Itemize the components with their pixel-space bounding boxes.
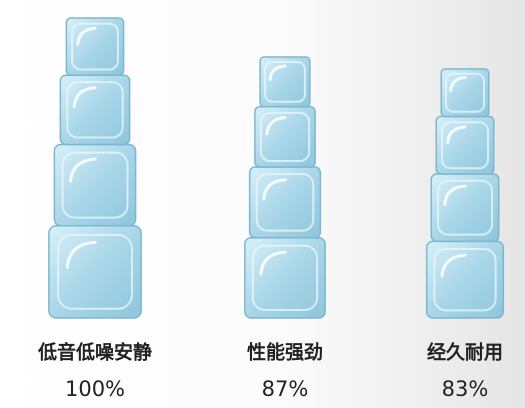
- ice-cube-inner: [66, 81, 124, 139]
- value-label: 100%: [65, 377, 125, 401]
- ice-cube-inner: [264, 60, 306, 103]
- ice-stack: [48, 17, 142, 319]
- ice-cube-inner: [71, 22, 119, 71]
- ice-cube-inner: [255, 173, 315, 232]
- ice-highlight: [265, 116, 287, 136]
- ice-highlight: [259, 250, 287, 276]
- ice-highlight: [65, 240, 97, 269]
- ice-highlight: [449, 76, 467, 92]
- ice-highlight: [262, 178, 287, 201]
- ice-highlight: [440, 253, 467, 278]
- ice-highlight: [76, 26, 97, 46]
- ice-cube-inner: [259, 111, 311, 162]
- value-label: 83%: [442, 377, 489, 401]
- category-label: 经久耐用: [427, 341, 503, 364]
- ice-cube-inner: [57, 233, 133, 310]
- ice-stack: [425, 68, 505, 319]
- category-label: 性能强劲: [247, 341, 323, 364]
- ice-highlight: [69, 157, 97, 183]
- value-label: 87%: [262, 377, 309, 401]
- ice-cube-inner: [441, 121, 489, 170]
- ice-highlight: [268, 64, 287, 81]
- ice-highlight: [446, 125, 467, 144]
- ice-highlight: [443, 184, 467, 206]
- ice-cube-inner: [437, 179, 493, 236]
- ice-cube-inner: [61, 151, 129, 219]
- ice-highlight: [72, 86, 97, 108]
- ice-cube-inner: [433, 248, 497, 312]
- ice-cube: [65, 17, 125, 76]
- ice-cube-inner: [444, 72, 486, 113]
- category-label: 低音低噪安静: [37, 341, 152, 364]
- ice-stack: [244, 56, 326, 319]
- ice-cube-inner: [251, 244, 319, 311]
